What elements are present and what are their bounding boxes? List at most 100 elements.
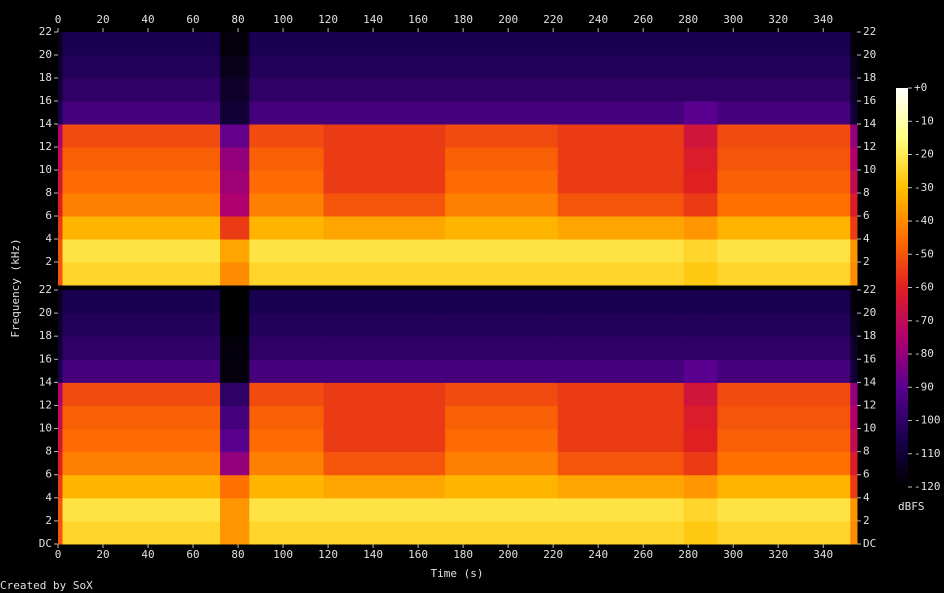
- spectrogram-cell: [249, 193, 325, 217]
- spectrogram-cell: [683, 32, 718, 56]
- spectrogram-cell: [445, 359, 559, 383]
- spectrogram-cell: [323, 313, 446, 337]
- y-tick-label: 2: [863, 514, 870, 527]
- spectrogram-cell: [445, 313, 559, 337]
- spectrogram-cell: [717, 32, 851, 56]
- x-tick-label: 0: [55, 548, 62, 561]
- spectrogram-cell: [557, 124, 685, 148]
- spectrogram-cell: [557, 382, 685, 406]
- spectrogram-cell: [249, 405, 325, 430]
- spectrogram-cell: [445, 520, 559, 545]
- spectrogram-cell: [62, 497, 221, 522]
- spectrogram-cell: [683, 497, 718, 522]
- spectrogram-cell: [445, 147, 559, 171]
- y-tick-label: 4: [863, 491, 870, 504]
- footer: Created by SoX: [0, 579, 93, 592]
- spectrogram-cell: [557, 78, 685, 102]
- spectrogram-cell: [850, 382, 858, 406]
- spectrogram-cell: [557, 428, 685, 453]
- spectrogram-cell: [717, 239, 851, 263]
- colorbar-tick-label: -70: [914, 314, 934, 327]
- spectrogram-cell: [220, 147, 250, 171]
- x-tick-label: 260: [633, 548, 653, 561]
- spectrogram-cell: [58, 520, 64, 545]
- y-tick-label: 18: [39, 71, 52, 84]
- y-tick-label: 6: [863, 209, 870, 222]
- spectrogram-cell: [445, 497, 559, 522]
- spectrogram-cell: [323, 147, 446, 171]
- spectrogram-cell: [323, 382, 446, 406]
- spectrogram-cell: [850, 239, 858, 263]
- spectrogram-cell: [58, 451, 64, 476]
- spectrogram-cell: [62, 216, 221, 240]
- x-tick-label: 80: [231, 13, 244, 26]
- colorbar-tick-label: -10: [914, 114, 934, 127]
- spectrogram-cell: [717, 262, 851, 286]
- spectrogram-cell: [445, 336, 559, 360]
- spectrogram-cell: [323, 290, 446, 314]
- x-tick-label: 280: [678, 13, 698, 26]
- spectrogram-cell: [220, 170, 250, 194]
- x-tick-label: 80: [231, 548, 244, 561]
- spectrogram-cell: [220, 124, 250, 148]
- y-tick-label: 2: [45, 514, 52, 527]
- spectrogram-cell: [62, 170, 221, 194]
- spectrogram-cell: [850, 451, 858, 476]
- y-tick-label: 12: [39, 398, 52, 411]
- spectrogram-cell: [445, 32, 559, 56]
- x-tick-label: 160: [408, 548, 428, 561]
- spectrogram-cell: [220, 474, 250, 499]
- spectrogram-cell: [323, 497, 446, 522]
- spectrogram-cell: [323, 262, 446, 286]
- spectrogram-cell: [62, 336, 221, 360]
- spectrogram-cell: [445, 451, 559, 476]
- spectrogram-cell: [220, 239, 250, 263]
- y-tick-label: 4: [45, 491, 52, 504]
- spectrogram-cell: [717, 216, 851, 240]
- spectrogram-cell: [557, 359, 685, 383]
- spectrogram-cell: [323, 78, 446, 102]
- spectrogram-cell: [220, 193, 250, 217]
- spectrogram-cell: [445, 474, 559, 499]
- spectrogram-cell: [557, 147, 685, 171]
- x-tick-label: 300: [723, 548, 743, 561]
- y-tick-label: 16: [39, 94, 52, 107]
- spectrogram-cell: [850, 170, 858, 194]
- spectrogram-cell: [445, 239, 559, 263]
- spectrogram-cell: [220, 336, 250, 360]
- y-tick-label: 14: [39, 117, 53, 130]
- spectrogram-cell: [220, 78, 250, 102]
- spectrogram-cell: [850, 124, 858, 148]
- x-tick-label: 320: [768, 548, 788, 561]
- spectrogram-cell: [220, 405, 250, 430]
- spectrogram-cell: [249, 101, 325, 125]
- spectrogram-cell: [683, 405, 718, 430]
- spectrogram-cell: [58, 382, 64, 406]
- spectrogram-cell: [850, 290, 858, 314]
- x-tick-label: 60: [186, 548, 199, 561]
- x-tick-label: 240: [588, 13, 608, 26]
- spectrogram-cell: [62, 55, 221, 79]
- y-tick-label: 10: [863, 422, 876, 435]
- spectrogram-cell: [717, 78, 851, 102]
- y-tick-label: 20: [39, 306, 52, 319]
- spectrogram-cell: [683, 101, 718, 125]
- spectrogram-cell: [557, 520, 685, 545]
- spectrogram-cell: [717, 382, 851, 406]
- spectrogram-cell: [850, 428, 858, 453]
- spectrogram-cell: [557, 336, 685, 360]
- spectrogram-cell: [249, 290, 325, 314]
- spectrogram-cell: [717, 428, 851, 453]
- colorbar-tick-label: -100: [914, 414, 941, 427]
- spectrogram-cell: [717, 101, 851, 125]
- spectrogram-cell: [683, 55, 718, 79]
- spectrogram-cell: [62, 147, 221, 171]
- y-tick-label: 22: [39, 25, 52, 38]
- x-tick-label: 140: [363, 548, 383, 561]
- spectrogram-cell: [220, 262, 250, 286]
- spectrogram-cell: [58, 290, 64, 314]
- spectrogram-cell: [445, 55, 559, 79]
- spectrogram-cell: [58, 147, 64, 171]
- spectrogram-cell: [683, 290, 718, 314]
- spectrogram-cell: [445, 262, 559, 286]
